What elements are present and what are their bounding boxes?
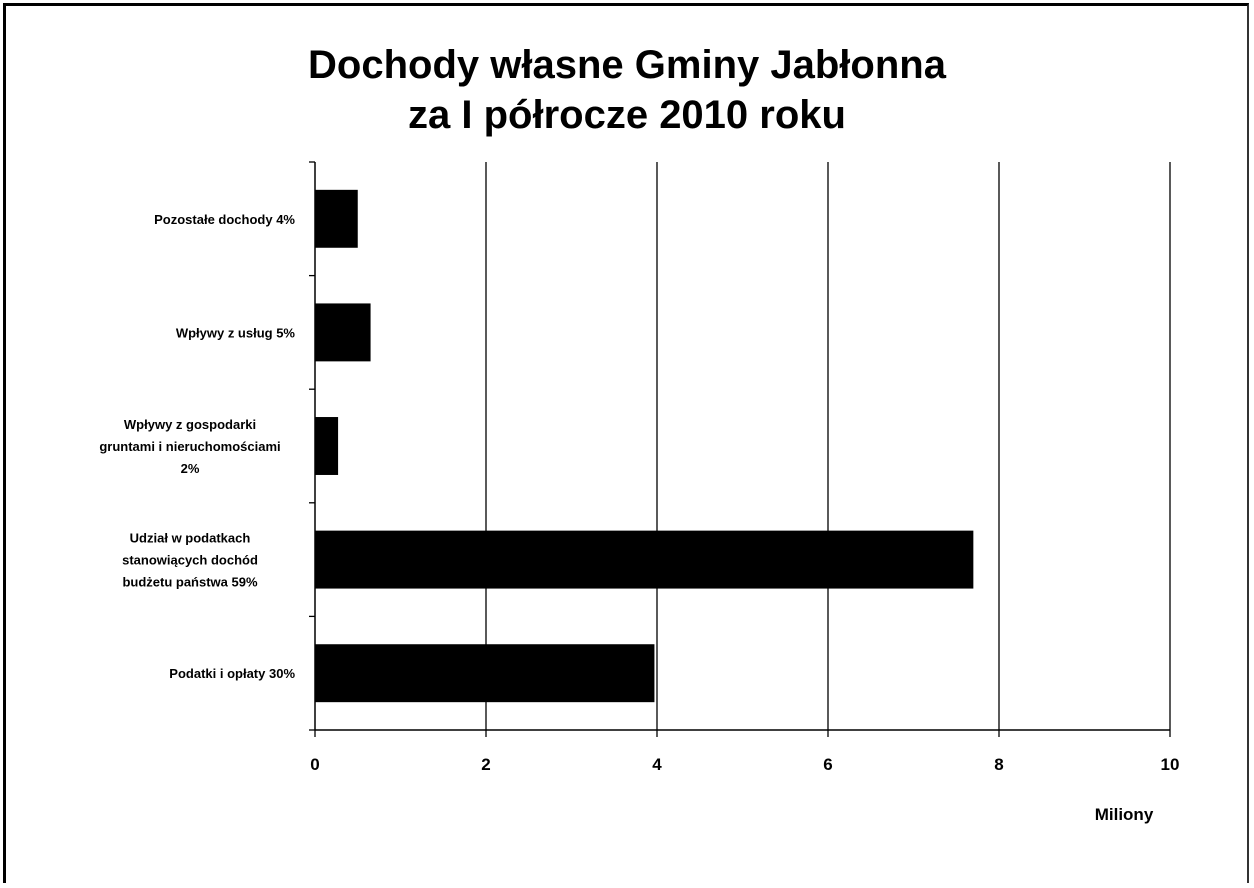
bar bbox=[315, 303, 371, 362]
x-tick-labels: 0 2 4 6 8 10 bbox=[310, 755, 1179, 774]
x-axis-title: Miliony bbox=[1095, 805, 1154, 824]
bar bbox=[315, 417, 339, 475]
x-tick-label: 8 bbox=[994, 755, 1003, 774]
category-label: budżetu państwa 59% bbox=[122, 575, 258, 590]
gridlines bbox=[485, 162, 1171, 730]
chart-title-line-2: za I półrocze 2010 roku bbox=[408, 93, 846, 137]
chart-frame bbox=[3, 3, 1249, 883]
bar bbox=[315, 530, 974, 589]
bar bbox=[315, 644, 655, 703]
category-label: stanowiących dochód bbox=[122, 553, 258, 568]
x-tick-label: 10 bbox=[1161, 755, 1180, 774]
bar bbox=[315, 189, 358, 248]
category-label: Pozostałe dochody 4% bbox=[154, 212, 295, 227]
x-tick-label: 6 bbox=[823, 755, 832, 774]
category-label: Udział w podatkach bbox=[130, 531, 251, 546]
chart-title: Dochody własne Gminy Jabłonna za I półro… bbox=[0, 40, 1254, 140]
axes bbox=[309, 161, 1171, 737]
chart-title-line-1: Dochody własne Gminy Jabłonna bbox=[308, 43, 946, 87]
category-label: 2% bbox=[181, 461, 200, 476]
category-label: gruntami i nieruchomościami bbox=[99, 439, 280, 454]
x-tick-label: 4 bbox=[652, 755, 662, 774]
category-labels: Pozostałe dochody 4% Wpływy z usług 5% Wpł… bbox=[99, 212, 295, 681]
category-label: Wpływy z gospodarki bbox=[124, 417, 256, 432]
x-tick-label: 0 bbox=[310, 755, 319, 774]
category-label: Podatki i opłaty 30% bbox=[169, 666, 295, 681]
category-label: Wpływy z usług 5% bbox=[176, 325, 296, 340]
bars bbox=[315, 189, 974, 703]
x-tick-label: 2 bbox=[481, 755, 490, 774]
